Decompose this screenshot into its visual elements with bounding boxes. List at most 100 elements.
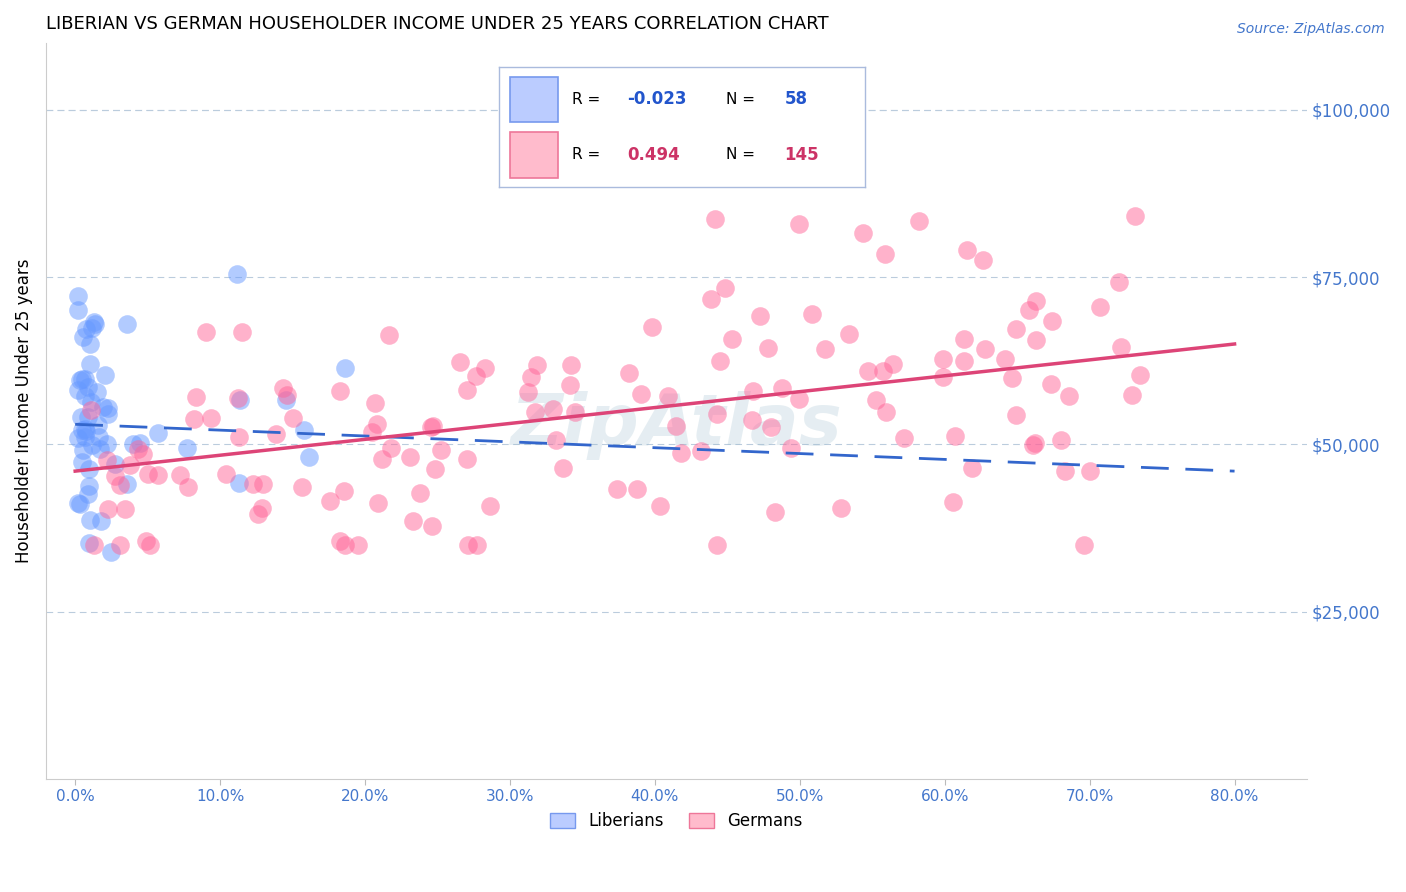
Point bbox=[932, 370, 955, 384]
Point bbox=[79, 513, 101, 527]
Point bbox=[67, 289, 90, 303]
Point bbox=[146, 426, 169, 441]
Point bbox=[169, 467, 191, 482]
Point bbox=[564, 405, 586, 419]
Point bbox=[1129, 368, 1152, 383]
Point bbox=[1121, 388, 1143, 402]
Point bbox=[720, 332, 742, 346]
Point bbox=[467, 538, 489, 552]
Point bbox=[226, 267, 249, 281]
Point bbox=[75, 424, 97, 438]
Point bbox=[231, 325, 253, 339]
Point bbox=[617, 366, 640, 380]
Point bbox=[246, 508, 269, 522]
Point bbox=[402, 515, 425, 529]
Point bbox=[77, 462, 100, 476]
Point bbox=[79, 479, 101, 493]
Point bbox=[759, 420, 782, 434]
Point bbox=[75, 321, 97, 335]
Point bbox=[1018, 303, 1040, 318]
Point bbox=[399, 450, 422, 464]
Point bbox=[474, 361, 496, 376]
Point bbox=[67, 431, 90, 445]
Point bbox=[69, 373, 91, 387]
Point bbox=[669, 446, 692, 460]
Text: 0.494: 0.494 bbox=[627, 145, 681, 164]
Point bbox=[87, 417, 110, 432]
Point bbox=[856, 364, 879, 378]
Point bbox=[108, 538, 131, 552]
Point bbox=[749, 309, 772, 323]
Point bbox=[139, 538, 162, 552]
Text: -0.023: -0.023 bbox=[627, 90, 686, 109]
Point bbox=[75, 389, 97, 403]
Point bbox=[1001, 371, 1024, 385]
Legend: Liberians, Germans: Liberians, Germans bbox=[544, 805, 810, 837]
Point bbox=[1005, 322, 1028, 336]
Point bbox=[291, 480, 314, 494]
Point bbox=[347, 538, 370, 552]
Point bbox=[1022, 438, 1045, 452]
Point bbox=[709, 354, 731, 368]
Point bbox=[363, 396, 385, 410]
Point bbox=[875, 405, 897, 419]
Point bbox=[177, 480, 200, 494]
Point bbox=[100, 545, 122, 559]
Point bbox=[714, 281, 737, 295]
Point bbox=[329, 384, 352, 398]
Point bbox=[89, 430, 111, 444]
Point bbox=[456, 452, 478, 467]
Point bbox=[226, 391, 249, 405]
Point bbox=[72, 455, 94, 469]
Point bbox=[333, 361, 356, 376]
Point bbox=[83, 538, 105, 552]
Point bbox=[215, 467, 238, 481]
Point bbox=[67, 303, 90, 318]
Point bbox=[1073, 538, 1095, 552]
Point bbox=[657, 389, 679, 403]
Point bbox=[75, 422, 97, 436]
Point bbox=[329, 533, 352, 548]
Point bbox=[932, 352, 955, 367]
Text: 145: 145 bbox=[785, 145, 818, 164]
Point bbox=[952, 332, 974, 346]
Point bbox=[77, 487, 100, 501]
Point bbox=[76, 410, 98, 425]
Bar bbox=[510, 132, 558, 178]
Point bbox=[183, 412, 205, 426]
Point bbox=[758, 342, 780, 356]
Point bbox=[70, 372, 93, 386]
Point bbox=[420, 518, 443, 533]
Point bbox=[96, 437, 118, 451]
Point bbox=[865, 392, 887, 407]
Point bbox=[838, 326, 860, 341]
Point bbox=[91, 401, 114, 415]
Point bbox=[520, 370, 543, 384]
Point bbox=[1042, 313, 1064, 327]
Point bbox=[409, 486, 432, 500]
Point bbox=[953, 354, 976, 368]
Point bbox=[706, 407, 728, 421]
Text: Source: ZipAtlas.com: Source: ZipAtlas.com bbox=[1237, 22, 1385, 37]
Text: R =: R = bbox=[572, 92, 606, 107]
Point bbox=[117, 317, 139, 331]
Point bbox=[176, 441, 198, 455]
Point bbox=[67, 384, 90, 398]
Text: R =: R = bbox=[572, 147, 606, 162]
Point bbox=[523, 405, 546, 419]
Point bbox=[72, 442, 94, 457]
Point bbox=[200, 411, 222, 425]
Point bbox=[813, 342, 835, 356]
Text: N =: N = bbox=[725, 147, 759, 162]
Point bbox=[77, 536, 100, 550]
Point bbox=[425, 462, 447, 476]
Point bbox=[79, 357, 101, 371]
Point bbox=[97, 401, 120, 416]
Point bbox=[104, 457, 127, 471]
Point bbox=[129, 436, 152, 450]
Point bbox=[89, 442, 111, 456]
Point bbox=[1025, 293, 1047, 308]
Point bbox=[1050, 433, 1073, 447]
Point bbox=[86, 384, 108, 399]
Point bbox=[1005, 408, 1028, 422]
